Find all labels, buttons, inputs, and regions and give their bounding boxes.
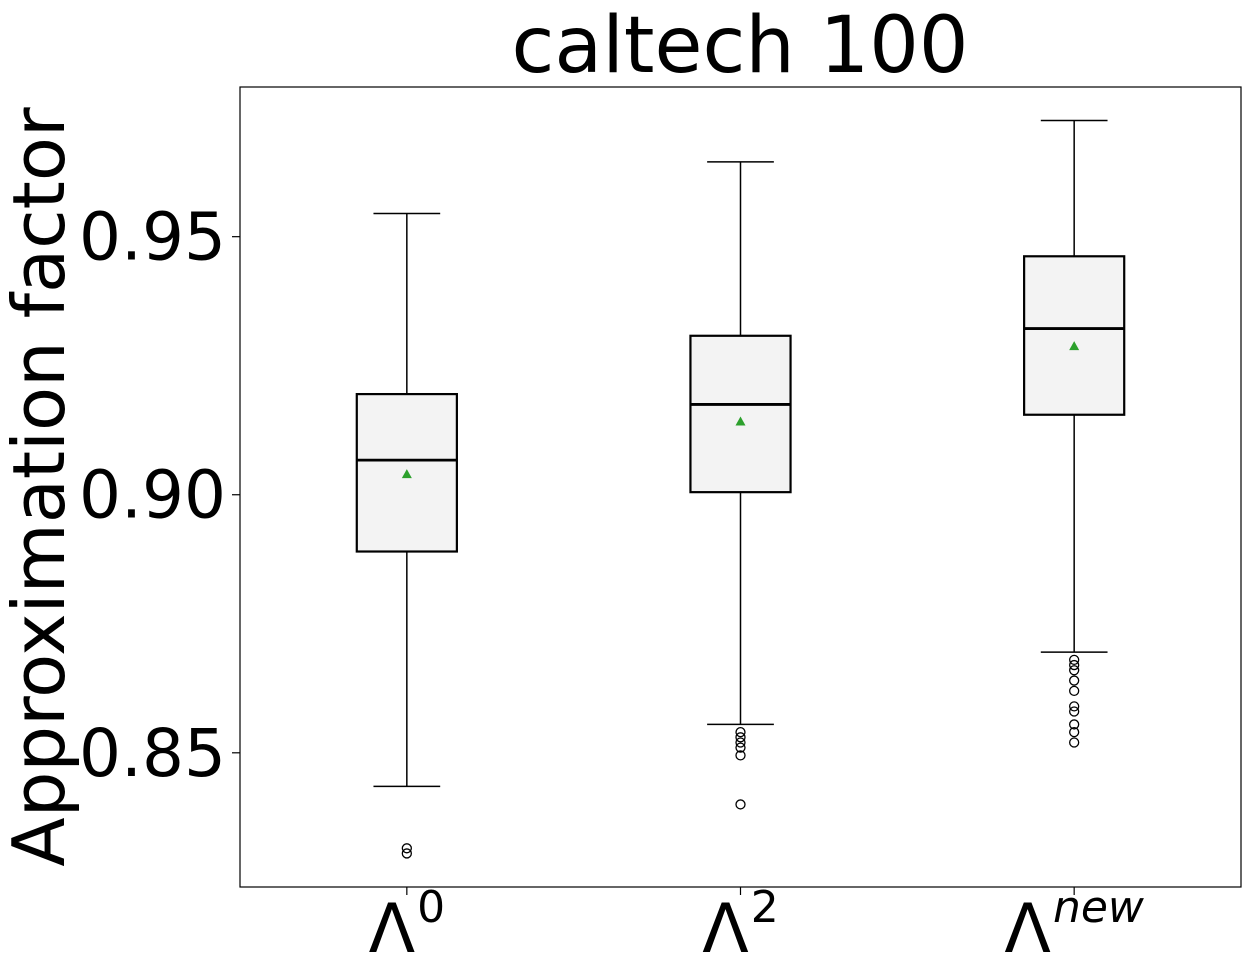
outlier-point — [735, 750, 746, 761]
outlier-point — [735, 732, 746, 743]
outlier-point — [401, 843, 412, 854]
mean-marker — [401, 469, 412, 479]
outlier-point — [1069, 654, 1080, 666]
outlier-point — [1069, 719, 1080, 730]
outlier-point — [1069, 685, 1080, 697]
x-tick-label: Λnew — [1004, 882, 1144, 969]
chart-title: caltech 100 — [512, 1, 969, 91]
outlier-point — [1069, 727, 1080, 738]
plot-area — [355, 119, 1126, 859]
outlier-point — [1069, 665, 1080, 676]
outlier-point — [1069, 675, 1080, 686]
outlier-point — [735, 742, 746, 753]
y-tick-label: 0.90 — [79, 457, 226, 534]
mean-marker — [735, 416, 746, 426]
outlier-point — [735, 727, 746, 738]
outlier-point — [735, 737, 746, 748]
outlier-point — [735, 799, 746, 810]
mean-marker — [1069, 341, 1080, 351]
x-tick-label: Λ0 — [369, 882, 446, 969]
x-axis: Λ0 Λ2 Λnew — [369, 882, 1145, 969]
y-axis-label: Approximation factor — [0, 107, 81, 867]
outlier-point — [1069, 659, 1080, 671]
y-tick-label: 0.85 — [79, 715, 226, 792]
outlier-point — [1069, 701, 1080, 712]
box-group — [689, 161, 792, 810]
outlier-point — [1069, 706, 1080, 717]
outlier-point — [401, 848, 412, 859]
box-group — [1023, 119, 1126, 748]
iqr-box — [1023, 255, 1126, 416]
iqr-box — [689, 334, 792, 494]
outlier-point — [1069, 737, 1080, 748]
y-tick-label: 0.95 — [79, 199, 226, 276]
box-group — [355, 212, 458, 859]
x-tick-label: Λ2 — [702, 882, 779, 969]
y-axis: 0.85 0.90 0.95 — [79, 199, 240, 792]
